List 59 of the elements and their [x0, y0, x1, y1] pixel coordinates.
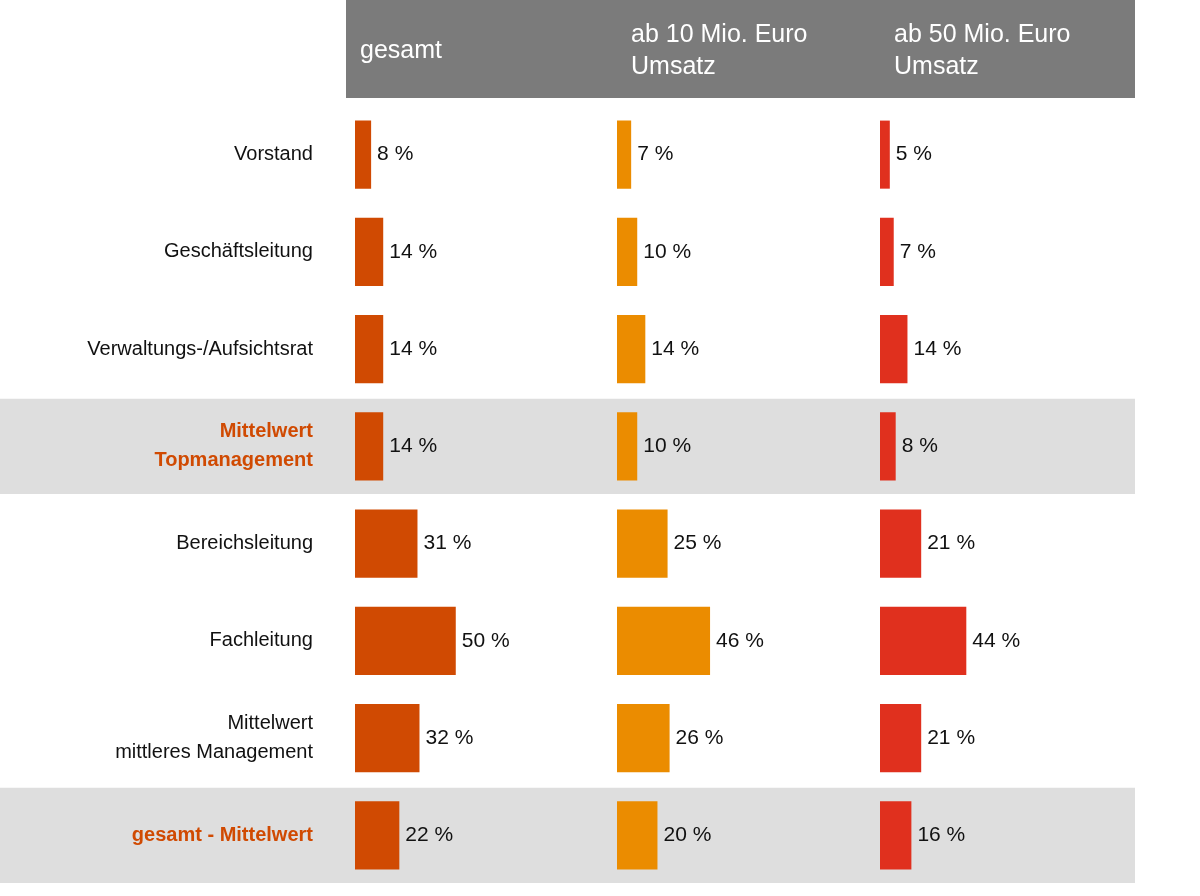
bar: [355, 509, 418, 578]
data-label: 14 %: [389, 433, 438, 457]
data-label: 14 %: [651, 335, 700, 359]
data-label: 21 %: [927, 724, 976, 748]
y-tick-label: Vorstand: [234, 142, 313, 165]
data-label: 44 %: [972, 627, 1021, 651]
data-label: 25 %: [673, 530, 722, 554]
data-label: 7 %: [899, 238, 936, 262]
bar: [617, 704, 670, 773]
bar: [617, 217, 638, 286]
y-tick-label: Geschäftsleitung: [164, 239, 313, 262]
data-label: 8 %: [377, 141, 414, 165]
bar: [355, 606, 456, 675]
bar: [880, 704, 922, 773]
data-label: 50 %: [461, 627, 510, 651]
bar: [355, 704, 420, 773]
data-label: 10 %: [643, 433, 692, 457]
bar: [617, 801, 658, 870]
chart-title: ab 50 Mio. Euro Umsatz: [880, 0, 1135, 98]
y-tick-label: Bereichsleitung: [176, 531, 313, 554]
bar: [355, 120, 372, 189]
chart-title: gesamt: [346, 0, 617, 98]
data-label: 46 %: [716, 627, 764, 651]
bar: [880, 315, 908, 384]
data-label: 7 %: [637, 141, 674, 165]
bar: [617, 606, 711, 675]
bar: [617, 120, 632, 189]
bar: [880, 801, 912, 870]
data-label: 31 %: [423, 530, 472, 554]
bar: [880, 217, 894, 286]
y-tick-label: Mittelwert mittleres Management: [115, 711, 314, 763]
data-label: 20 %: [663, 822, 712, 846]
data-label: 14 %: [389, 238, 438, 262]
data-label: 21 %: [927, 530, 976, 554]
bar: [880, 606, 967, 675]
bar: [617, 315, 646, 384]
data-label: 16 %: [917, 822, 966, 846]
data-label: 5 %: [895, 141, 932, 165]
bar: [355, 412, 384, 481]
data-label: 10 %: [643, 238, 692, 262]
y-tick-label: Mittelwert Topmanagement: [154, 419, 314, 471]
y-tick-label: Fachleitung: [209, 628, 313, 651]
bar: [355, 217, 384, 286]
data-label: 14 %: [389, 335, 438, 359]
data-label: 8 %: [901, 433, 938, 457]
y-tick-label: gesamt - Mittelwert: [131, 822, 314, 845]
chart-title: ab 10 Mio. Euro Umsatz: [617, 0, 880, 98]
data-label: 22 %: [405, 822, 454, 846]
bar: [880, 412, 896, 481]
bar: [880, 509, 922, 578]
data-label: 26 %: [675, 724, 724, 748]
bar: [617, 412, 638, 481]
bar: [617, 509, 668, 578]
data-label: 14 %: [913, 335, 962, 359]
bar: [355, 315, 384, 384]
bar: [880, 120, 890, 189]
bar: [355, 801, 400, 870]
data-label: 32 %: [425, 724, 474, 748]
y-tick-label: Verwaltungs-/Aufsichtsrat: [87, 336, 314, 359]
